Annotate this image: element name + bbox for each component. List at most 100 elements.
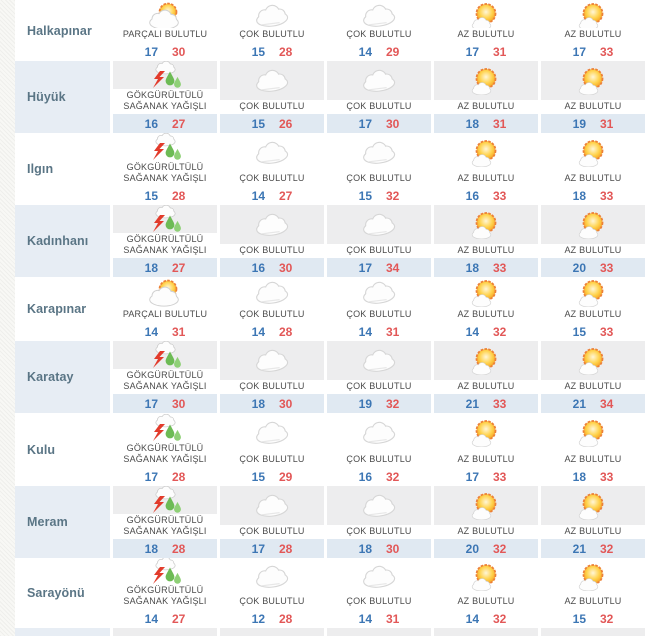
weather-icon-strip: [113, 413, 217, 442]
condition-label: ÇOK BULUTLU: [346, 245, 412, 255]
cloud-icon: [247, 492, 297, 520]
temperature-strip: 18 33: [541, 467, 645, 486]
min-temp: 15: [572, 611, 586, 626]
temperature-strip: 15 33: [541, 322, 645, 341]
min-temp: 18: [144, 541, 158, 556]
forecast-cell: AZ BULUTLU 18 31: [434, 61, 538, 133]
weather-icon-strip: [434, 133, 538, 172]
temperature-strip: 18 30: [327, 539, 431, 558]
weather-icon-strip: [541, 133, 645, 172]
forecast-cell: AZ BULUTLU 17 33: [434, 413, 538, 486]
sun-small-cloud-icon: [568, 347, 618, 375]
forecast-cell: ÇOK BULUTLU 17 30: [327, 61, 431, 133]
cloud-icon: [247, 347, 297, 375]
min-temp: 18: [251, 396, 265, 411]
condition-strip: ÇOK BULUTLU: [327, 28, 431, 42]
district-name-cell[interactable]: Ilgın: [15, 133, 110, 205]
min-temp: 17: [251, 541, 265, 556]
weather-icon-strip: [327, 0, 431, 28]
max-temp: 33: [493, 260, 507, 275]
min-temp: 16: [251, 260, 265, 275]
weather-icon-strip: [327, 413, 431, 453]
weather-icon-strip: [220, 341, 324, 380]
min-temp: 16: [358, 469, 372, 484]
temperature-strip: 14 28: [220, 322, 324, 341]
min-temp: 20: [465, 541, 479, 556]
max-temp: 28: [279, 541, 293, 556]
condition-label: AZ BULUTLU: [457, 101, 515, 111]
table-row: Meram GÖKGÜRÜLTÜLÜ SAĞANAK YAĞIŞLI 18 28…: [15, 486, 645, 558]
district-name: Kulu: [27, 442, 56, 457]
temperature-strip: 17 34: [327, 258, 431, 277]
district-name: Kadınhanı: [27, 234, 89, 248]
weather-icon-strip: [434, 341, 538, 380]
table-row: Kadınhanı GÖKGÜRÜLTÜLÜ SAĞANAK YAĞIŞLI 1…: [15, 205, 645, 277]
weather-icon-strip: [327, 133, 431, 172]
forecast-cell: ÇOK BULUTLU 17 28: [220, 486, 324, 558]
district-name-cell[interactable]: Kadınhanı: [15, 205, 110, 277]
min-temp: 19: [358, 396, 372, 411]
max-temp: 28: [172, 541, 186, 556]
condition-strip: ÇOK BULUTLU: [220, 525, 324, 539]
max-temp: 32: [386, 469, 400, 484]
condition-strip: AZ BULUTLU: [541, 308, 645, 322]
forecast-cell: ÇOK BULUTLU 19 32: [327, 341, 431, 413]
temperature-strip: 14 32: [434, 609, 538, 628]
district-name-cell[interactable]: Karatay: [15, 341, 110, 413]
sun-small-cloud-icon: [461, 67, 511, 95]
max-temp: 28: [172, 469, 186, 484]
weather-icon-strip: [541, 205, 645, 244]
weather-icon-strip: [220, 0, 324, 28]
table-row: Kulu GÖKGÜRÜLTÜLÜ SAĞANAK YAĞIŞLI 17 28 …: [15, 413, 645, 486]
condition-strip: ÇOK BULUTLU: [327, 595, 431, 609]
min-temp: 20: [572, 260, 586, 275]
condition-label: AZ BULUTLU: [457, 245, 515, 255]
condition-label: AZ BULUTLU: [457, 526, 515, 536]
max-temp: 27: [172, 611, 186, 626]
weather-icon-strip: [434, 413, 538, 453]
max-temp: 26: [279, 116, 293, 131]
min-temp: 17: [358, 260, 372, 275]
temperature-strip: 17 30: [113, 42, 217, 61]
thunderstorm-rain-icon: [140, 341, 190, 369]
district-name-cell[interactable]: Meram: [15, 486, 110, 558]
max-temp: 33: [600, 44, 614, 59]
district-name-cell[interactable]: Kulu: [15, 413, 110, 486]
min-temp: 15: [251, 44, 265, 59]
district-name: Karatay: [27, 370, 74, 384]
weather-icon-strip: [327, 558, 431, 595]
table-row: Karapınar PARÇALI BULUTLU 14 31 ÇOK BULU…: [15, 277, 645, 341]
weather-icon-strip: [541, 341, 645, 380]
weather-icon-strip: [113, 61, 217, 89]
sun-small-cloud-icon: [461, 211, 511, 239]
condition-strip: ÇOK BULUTLU: [220, 453, 324, 467]
district-name-cell[interactable]: Karapınar: [15, 277, 110, 341]
forecast-cell: AZ BULUTLU 21 32: [541, 486, 645, 558]
condition-strip: GÖKGÜRÜLTÜLÜ SAĞANAK YAĞIŞLI: [113, 442, 217, 467]
sun-small-cloud-icon: [568, 211, 618, 239]
weather-icon-strip: [220, 486, 324, 525]
min-temp: 19: [572, 116, 586, 131]
condition-strip: AZ BULUTLU: [434, 172, 538, 186]
forecast-cell: GÖKGÜRÜLTÜLÜ SAĞANAK YAĞIŞLI 18 27: [113, 205, 217, 277]
temperature-strip: 15 26: [220, 114, 324, 133]
min-temp: 17: [144, 396, 158, 411]
temperature-strip: 21 33: [434, 394, 538, 413]
max-temp: 31: [493, 44, 507, 59]
temperature-strip: 15 28: [220, 42, 324, 61]
condition-strip: AZ BULUTLU: [434, 28, 538, 42]
condition-strip: ÇOK BULUTLU: [220, 28, 324, 42]
condition-label: ÇOK BULUTLU: [239, 173, 305, 183]
sun-behind-cloud-icon: [140, 2, 190, 28]
temperature-strip: 14 27: [220, 186, 324, 205]
condition-label: ÇOK BULUTLU: [239, 454, 305, 464]
district-name-cell[interactable]: Sarayönü: [15, 558, 110, 628]
table-row: Hüyük GÖKGÜRÜLTÜLÜ SAĞANAK YAĞIŞLI 16 27…: [15, 61, 645, 133]
district-name-cell[interactable]: Hüyük: [15, 61, 110, 133]
condition-strip: ÇOK BULUTLU: [327, 172, 431, 186]
district-name-cell[interactable]: Halkapınar: [15, 0, 110, 61]
max-temp: 31: [172, 324, 186, 339]
temperature-strip: 21 32: [541, 539, 645, 558]
min-temp: 15: [251, 469, 265, 484]
max-temp: 30: [279, 260, 293, 275]
